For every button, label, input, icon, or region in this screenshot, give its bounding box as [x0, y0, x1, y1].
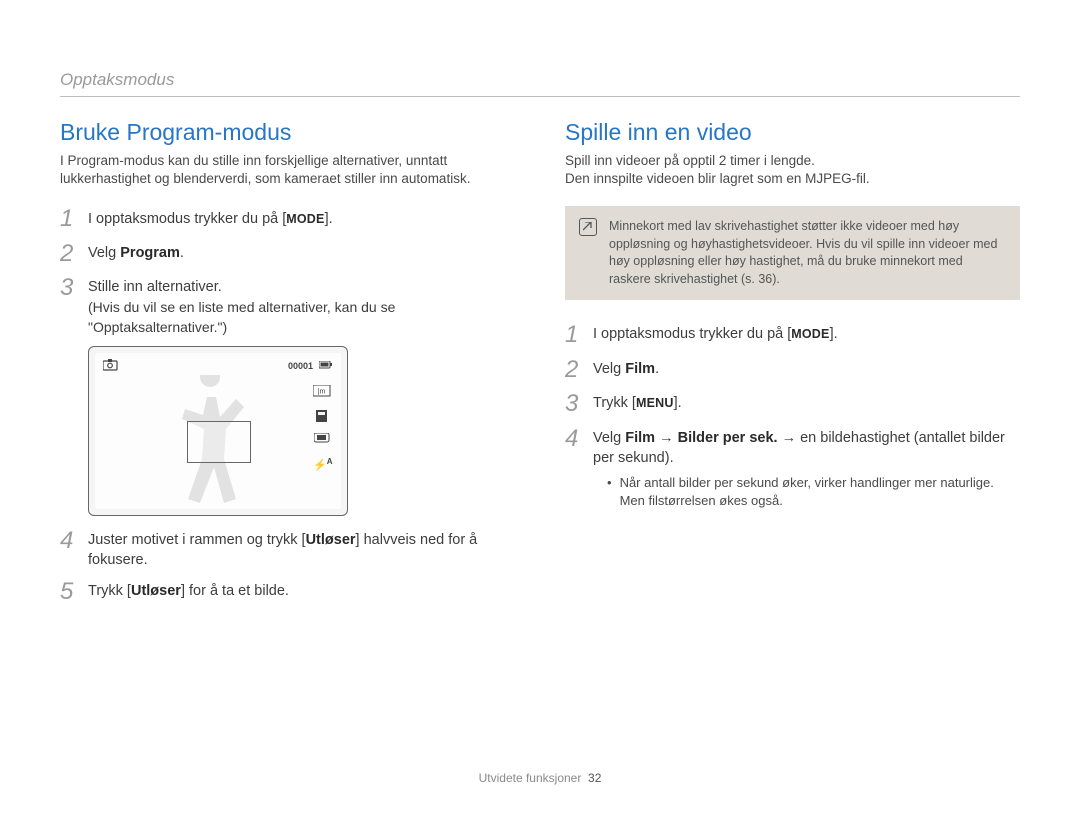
flash-auto-icon: ⚡A [313, 457, 331, 471]
resolution-icon: |m [313, 385, 331, 399]
camera-p-icon [103, 359, 119, 373]
focus-frame [187, 421, 251, 463]
step-text: Velg Film → Bilder per sek. → en bildeha… [593, 426, 1020, 511]
left-title: Bruke Program-modus [60, 119, 515, 146]
right-intro: Spill inn videoer på opptil 2 timer i le… [565, 152, 1020, 188]
mode-button-label: MODE [791, 326, 829, 344]
step-number: 2 [60, 241, 88, 267]
step-text: Velg Film. [593, 357, 1020, 379]
right-title: Spille inn en video [565, 119, 1020, 146]
step-text: I opptaksmodus trykker du på [MODE]. [88, 206, 515, 229]
page-footer: Utvidete funksjoner 32 [0, 771, 1080, 785]
mode-button-label: MODE [286, 211, 324, 229]
step-number: 1 [565, 322, 593, 348]
step-number: 2 [565, 357, 593, 383]
page-header: Opptaksmodus [60, 70, 1020, 97]
step-number: 3 [60, 275, 88, 301]
lcd-counter: 00001 [288, 361, 313, 371]
step-number: 1 [60, 206, 88, 232]
step-text: Velg Program. [88, 241, 515, 263]
step-text: Trykk [MENU]. [593, 391, 1020, 413]
step-text: Stille inn alternativer. (Hvis du vil se… [88, 275, 515, 338]
meter-icon [313, 433, 331, 447]
note-box: Minnekort med lav skrivehastighet støtte… [565, 206, 1020, 300]
step-text: I opptaksmodus trykker du på [MODE]. [593, 322, 1020, 344]
step-number: 4 [60, 528, 88, 554]
svg-text:|m: |m [318, 389, 326, 396]
step-number: 3 [565, 391, 593, 417]
battery-icon [319, 361, 333, 371]
step-number: 5 [60, 579, 88, 605]
bullet-text: Når antall bilder per sekund øker, virke… [620, 474, 1020, 510]
step-text: Juster motivet i rammen og trykk [Utløse… [88, 528, 515, 571]
left-column: Bruke Program-modus I Program-modus kan … [60, 119, 515, 613]
camera-lcd-illustration: 00001 |m ⚡A [88, 346, 348, 516]
note-icon [579, 218, 597, 236]
card-icon [313, 409, 331, 423]
right-column: Spille inn en video Spill inn videoer på… [565, 119, 1020, 613]
note-text: Minnekort med lav skrivehastighet støtte… [609, 218, 1006, 288]
step-text: Trykk [Utløser] for å ta et bilde. [88, 579, 515, 601]
menu-button-label: MENU [636, 395, 674, 413]
step-number: 4 [565, 426, 593, 452]
left-intro: I Program-modus kan du stille inn forskj… [60, 152, 515, 188]
